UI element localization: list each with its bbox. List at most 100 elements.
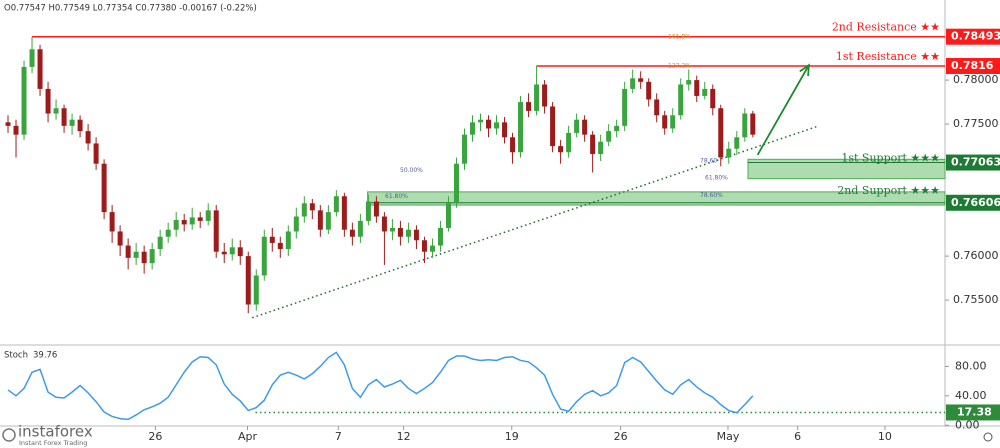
resistance-name: 2nd Resistance ★★ (832, 21, 940, 34)
x-tick-label: 6 (794, 430, 801, 443)
candle-body (93, 143, 99, 164)
stoch-tick-label: 0.00 (955, 418, 980, 431)
candle-body (574, 119, 580, 133)
y-tick-label: 0.77500 (953, 117, 999, 130)
stoch-tick-label: 80.00 (955, 359, 987, 372)
fib-label: 127.2% (668, 63, 691, 70)
fib-label: 61.80% (705, 174, 728, 181)
brand-name: instaforex (18, 423, 93, 441)
candle-body (630, 78, 636, 89)
candle-body (622, 88, 628, 126)
candle-body (333, 196, 339, 213)
candle-body (237, 247, 243, 257)
stoch-last: 39.76 (33, 351, 57, 361)
candle-body (638, 78, 644, 82)
fib-label: 61.80% (385, 193, 408, 200)
candle-body (710, 88, 716, 109)
x-tick-label: 26 (614, 430, 628, 443)
stoch-tick-label: 40.00 (955, 389, 987, 402)
candle-body (526, 102, 532, 111)
stoch-level-label: 17.38 (957, 405, 992, 418)
candle-body (357, 220, 363, 237)
candle-body (694, 80, 700, 96)
candle-body (181, 220, 187, 225)
price-tag (946, 28, 1000, 45)
candle-body (566, 132, 572, 153)
candle-body (429, 245, 435, 252)
candle-body (101, 163, 107, 213)
candle-body (45, 88, 51, 114)
brand-tagline: Instant Forex Trading (19, 439, 87, 447)
candle-body (189, 217, 195, 225)
support-name: 1st Support ★★★ (841, 151, 940, 164)
price-tag-label: 0.78493 (951, 30, 1000, 43)
candle-body (197, 217, 203, 221)
candle-body (702, 88, 708, 96)
candle-body (213, 210, 219, 252)
candle-body (750, 113, 756, 135)
price-tag-label: 0.77063 (951, 156, 1000, 169)
candle-body (445, 203, 451, 228)
candle-body (461, 134, 467, 164)
price-tag (946, 154, 1000, 171)
candle-body (373, 201, 379, 217)
candle-body (341, 196, 347, 230)
forecast-arrow (756, 64, 810, 156)
candle-body (245, 256, 251, 305)
candle-body (317, 210, 323, 230)
candle-body (718, 108, 724, 158)
candle-body (413, 229, 419, 241)
x-tick-label: 12 (397, 430, 411, 443)
candle-body (662, 115, 668, 129)
candle-body (598, 141, 604, 155)
candle-body (77, 119, 83, 132)
x-tick-label: 7 (335, 430, 342, 443)
candle-body (654, 99, 660, 116)
candle-body (13, 125, 19, 135)
stoch-level-tag (946, 404, 1000, 421)
candle-body (229, 247, 235, 255)
stoch-title: Stoch (4, 351, 28, 361)
candle-body (149, 249, 155, 264)
candle-body (253, 275, 259, 305)
candle-body (558, 146, 564, 153)
candle-body (109, 212, 115, 232)
ohlc-header: O0.77547 H0.77549 L0.77354 C0.77380 -0.0… (4, 4, 257, 14)
candle-body (285, 231, 291, 250)
candle-body (478, 119, 484, 123)
candle-body (518, 102, 524, 153)
candle-body (5, 122, 11, 126)
candle-body (614, 125, 620, 132)
candle-body (678, 84, 684, 116)
y-tick-label: 0.76000 (953, 249, 999, 262)
candle-body (389, 227, 395, 232)
candle-body (365, 201, 371, 221)
settings-icon[interactable] (983, 432, 993, 442)
candle-body (550, 106, 556, 147)
fib-label: 161.8% (668, 33, 691, 40)
candle-body (646, 81, 652, 100)
candle-body (165, 229, 171, 237)
candle-body (205, 210, 211, 221)
candle-body (125, 245, 131, 258)
trendline (252, 125, 820, 319)
candle-body (494, 122, 500, 129)
support-zone (367, 191, 946, 206)
candle-body (133, 251, 139, 258)
candle-body (61, 108, 67, 126)
candle-body (686, 80, 692, 85)
candle-body (29, 49, 35, 67)
x-tick-label: 19 (505, 430, 519, 443)
candle-body (381, 216, 387, 232)
fib-label: 78.60% (700, 192, 723, 199)
candle-body (173, 220, 179, 230)
candle-body (269, 236, 275, 243)
candle-body (453, 163, 459, 204)
candle-body (405, 229, 411, 237)
candle-body (53, 108, 59, 114)
candle-body (141, 251, 147, 264)
stoch-line (7, 351, 754, 421)
price-tag-label: 0.76606 (951, 196, 1000, 209)
candle-body (69, 119, 75, 126)
